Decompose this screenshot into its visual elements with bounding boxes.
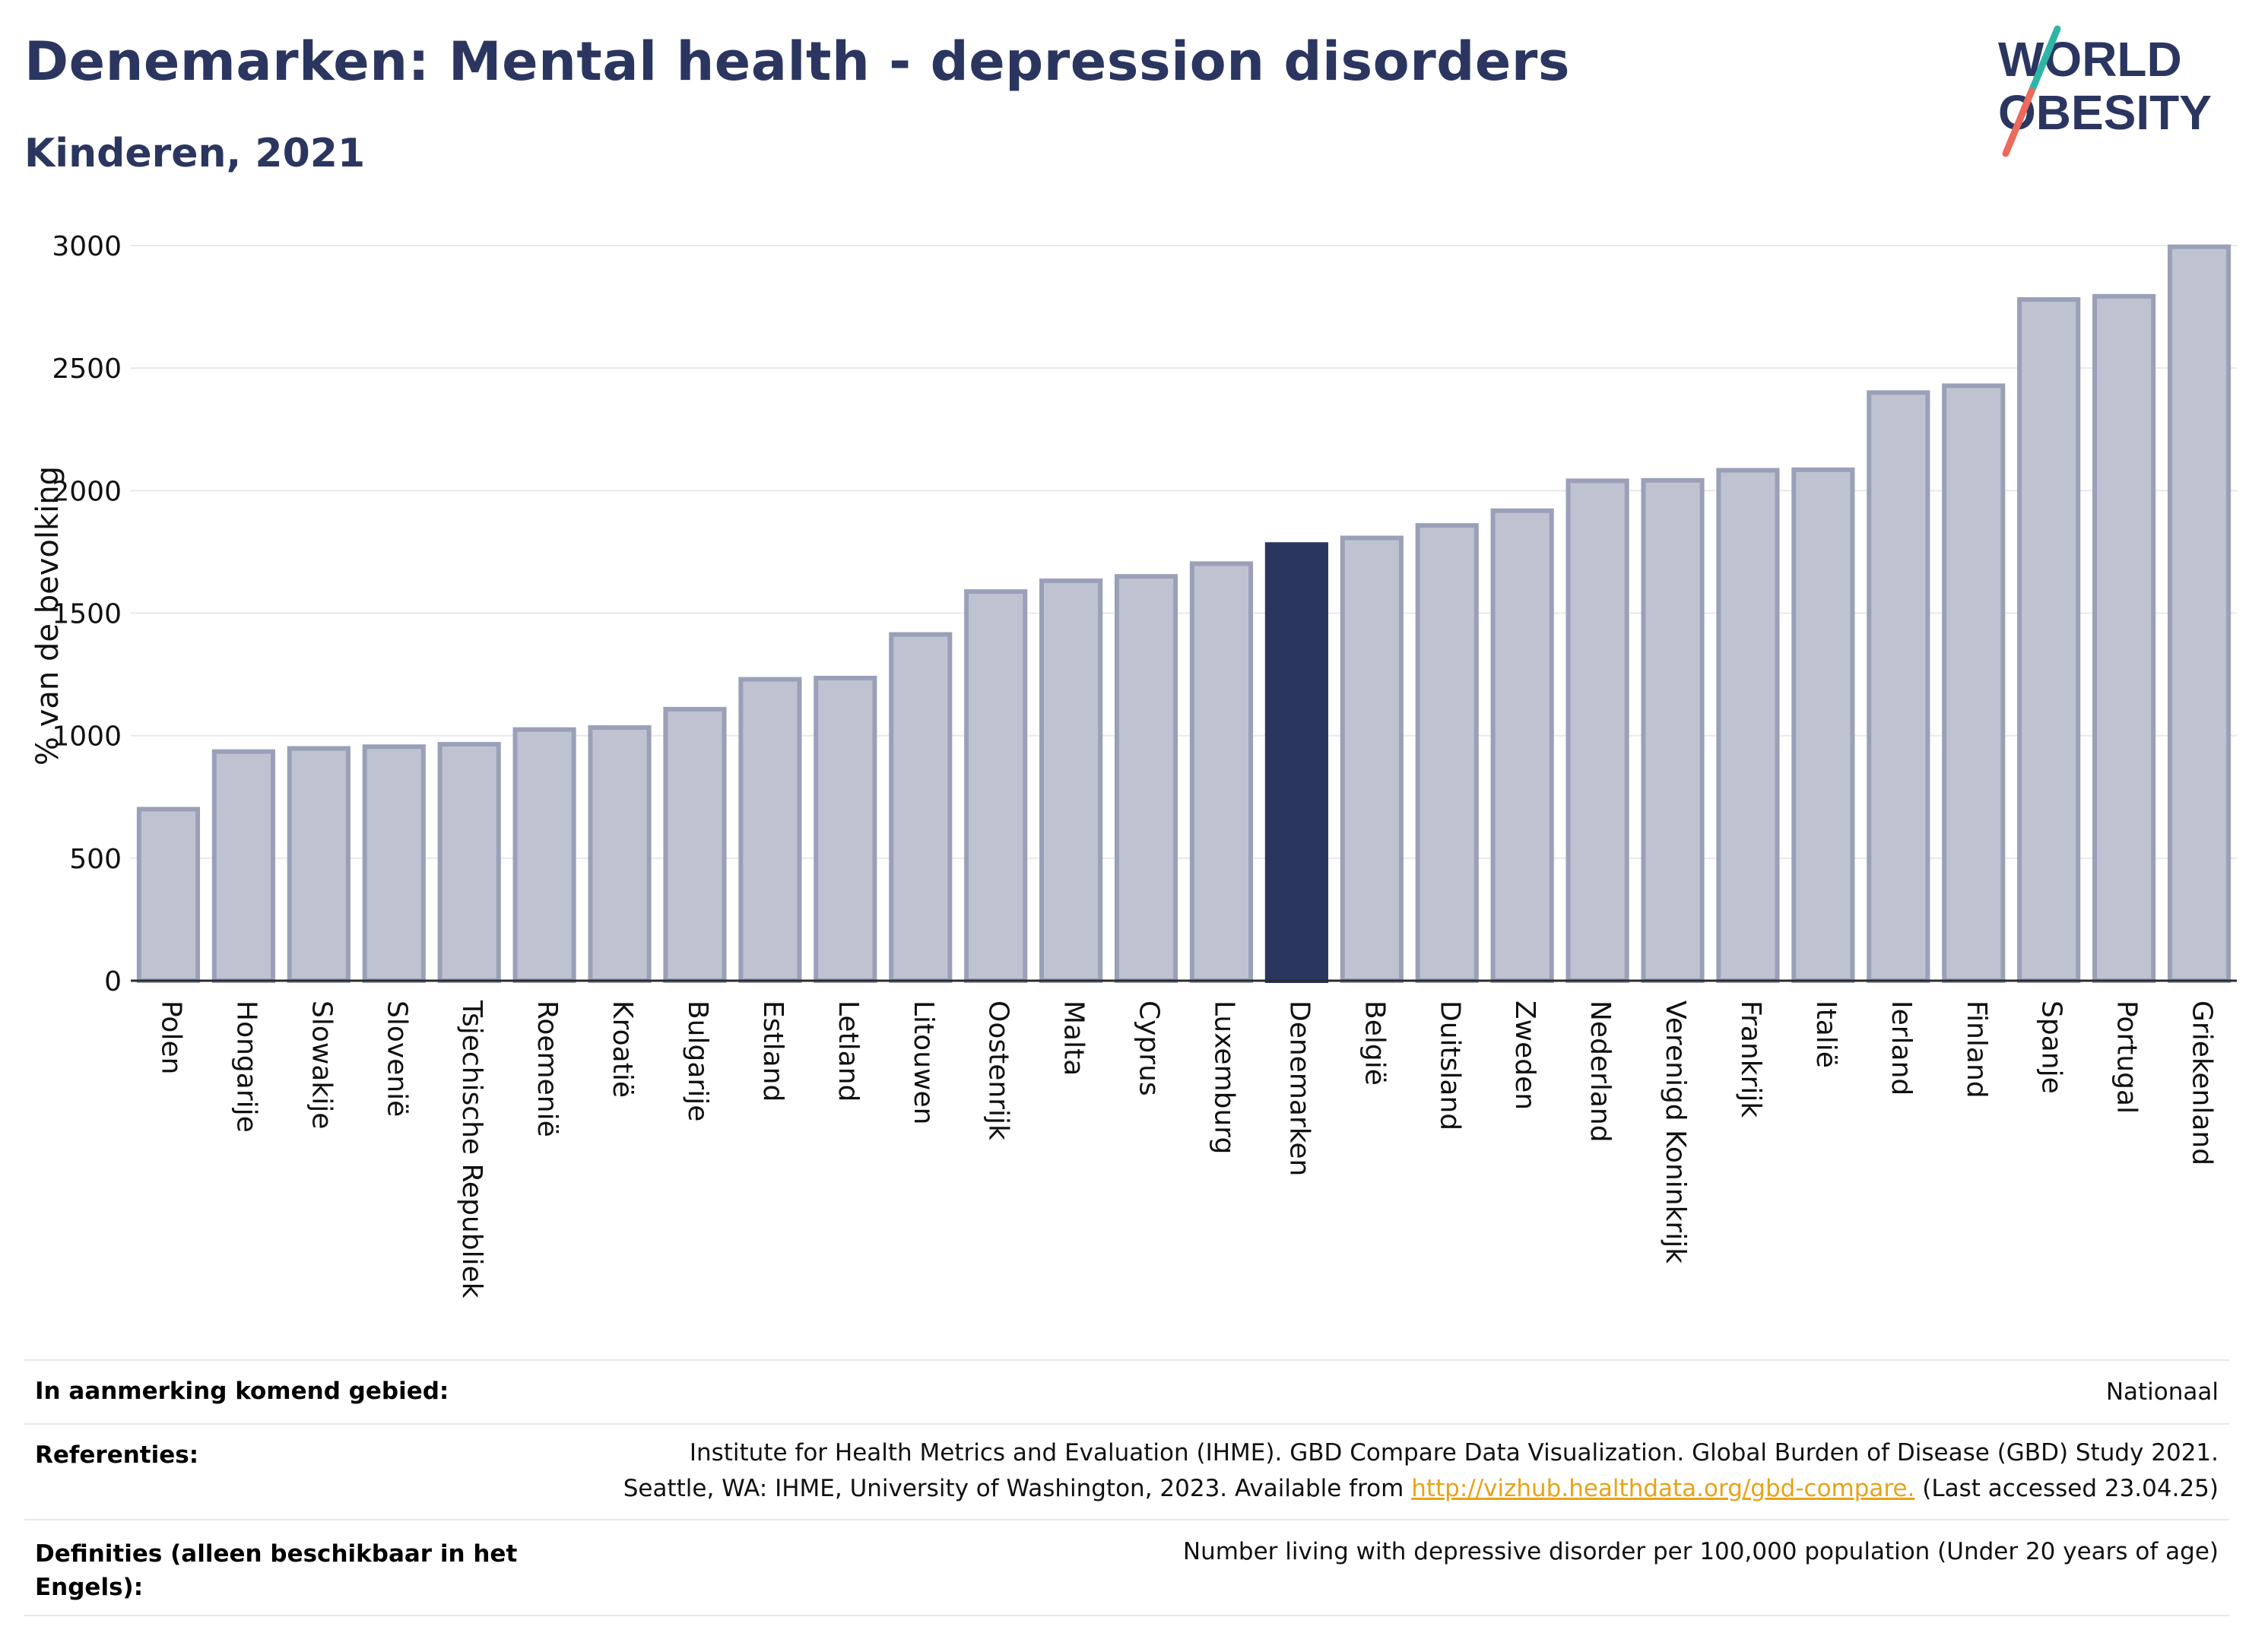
x-category-label: Roemenië <box>531 1000 563 1137</box>
x-category-label: Ierland <box>1886 1000 1917 1096</box>
x-category-label: Estland <box>757 1000 788 1102</box>
bar-nederland <box>1565 478 1629 983</box>
chart-subtitle: Kinderen, 2021 <box>24 131 366 176</box>
y-tick-label: 0 <box>104 966 122 997</box>
logo-slash-teal <box>2028 25 2061 95</box>
footer-key-definitions: Definities (alleen beschikbaar in het En… <box>35 1537 517 1604</box>
bar-kroatië <box>588 725 652 983</box>
x-category-label: Italië <box>1810 1000 1841 1068</box>
x-category-label: Slovenië <box>381 1000 412 1117</box>
y-axis-label: % van de bevolking <box>30 466 65 766</box>
bar-roemenië <box>512 727 576 983</box>
x-category-label: Slowakije <box>306 1000 337 1129</box>
x-category-label: Portugal <box>2111 1000 2143 1114</box>
x-category-label: Letland <box>833 1000 864 1102</box>
x-category-label: Duitsland <box>1434 1000 1465 1130</box>
x-category-label: Finland <box>1961 1000 1992 1099</box>
bar-duitsland <box>1415 523 1479 983</box>
x-category-label: Tsjechische Republiek <box>456 1000 487 1298</box>
x-category-label: Zweden <box>1509 1000 1540 1110</box>
bar-bulgarije <box>663 706 727 983</box>
bar-estland <box>738 677 802 984</box>
x-category-label: Spanje <box>2036 1000 2067 1094</box>
x-category-label: Frankrijk <box>1735 1000 1766 1118</box>
bar-cyprus <box>1114 574 1178 983</box>
definitions-key-line-2: Engels): <box>35 1574 144 1601</box>
reference-link[interactable]: http://vizhub.healthdata.org/gbd-compare… <box>1411 1475 1915 1502</box>
y-tick-label: 2500 <box>52 354 122 385</box>
x-category-label: Malta <box>1058 1000 1090 1076</box>
bar-griekenland <box>2167 244 2232 983</box>
x-category-label: Nederland <box>1584 1000 1616 1143</box>
x-category-label: Griekenland <box>2187 1000 2218 1165</box>
bar-finland <box>1942 383 2006 983</box>
footer-table: In aanmerking komend gebied: Nationaal R… <box>24 1359 2229 1616</box>
bar-slowakije <box>287 746 351 983</box>
x-category-label: Verenigd Koninkrijk <box>1660 1000 1691 1264</box>
footer-value-references: Institute for Health Metrics and Evaluat… <box>623 1435 2219 1507</box>
bar-italië <box>1791 467 1855 983</box>
bar-litouwen <box>889 632 953 984</box>
x-category-label: Luxemburg <box>1208 1000 1239 1154</box>
bar-denemarken <box>1264 542 1328 983</box>
x-category-label: België <box>1359 1000 1390 1086</box>
footer-key-references: Referenties: <box>35 1441 199 1469</box>
chart-title: Denemarken: Mental health - depression d… <box>24 30 1571 93</box>
bar-spanje <box>2017 296 2081 983</box>
bar-zweden <box>1490 508 1554 983</box>
world-obesity-logo: WORLD OBESITY <box>1998 25 2212 157</box>
footer-key-area: In aanmerking komend gebied: <box>35 1378 449 1405</box>
reference-line-2-text: Seattle, WA: IHME, University of Washing… <box>623 1475 1412 1502</box>
bar-frankrijk <box>1716 468 1780 983</box>
y-tick-label: 2000 <box>52 476 122 507</box>
bar-belgië <box>1340 535 1404 983</box>
x-category-label: Kroatië <box>607 1000 638 1098</box>
logo-text-world: WORLD <box>1998 32 2182 87</box>
x-category-label: Oostenrijk <box>983 1000 1014 1140</box>
footer-row-area: In aanmerking komend gebied: Nationaal <box>24 1359 2229 1423</box>
footer-value-definitions: Number living with depressive disorder p… <box>1182 1538 2219 1565</box>
y-axis-ticks: 0 500 1000 1500 2000 2500 3000 <box>52 231 122 997</box>
bar-luxemburg <box>1189 561 1254 983</box>
x-axis-labels: Polen Hongarije Slowakije Slovenië Tsjechisc… <box>155 1000 2217 1298</box>
bar-polen <box>136 807 201 984</box>
bar-ierland <box>1867 390 1930 983</box>
x-category-label: Denemarken <box>1283 1000 1315 1176</box>
reference-line-2: Seattle, WA: IHME, University of Washing… <box>623 1471 2219 1507</box>
x-category-label: Litouwen <box>908 1000 939 1124</box>
x-category-label: Hongarije <box>230 1000 262 1133</box>
footer-row-references: Referenties: Institute for Health Metric… <box>24 1423 2229 1519</box>
bar-malta <box>1039 578 1103 983</box>
bar-tsjechische-republiek <box>437 741 501 983</box>
footer-value-area: Nationaal <box>2105 1378 2219 1406</box>
bar-verenigd-koninkrijk <box>1641 477 1705 983</box>
y-tick-label: 1000 <box>52 721 122 753</box>
x-category-label: Bulgarije <box>682 1000 713 1121</box>
logo-slash-coral <box>2002 87 2035 157</box>
y-tick-label: 1500 <box>52 599 122 630</box>
bar-chart: 0 500 1000 1500 2000 2500 3000 Polen Hongarije S… <box>30 231 2237 1298</box>
reference-line-1: Institute for Health Metrics and Evaluat… <box>689 1439 2219 1467</box>
bars <box>136 244 2232 984</box>
y-tick-label: 500 <box>69 844 122 875</box>
x-category-label: Cyprus <box>1134 1000 1165 1096</box>
bar-slovenië <box>362 744 426 984</box>
footer-row-definitions: Definities (alleen beschikbaar in het En… <box>24 1519 2229 1616</box>
x-category-label: Polen <box>155 1000 186 1074</box>
definitions-key-line-1: Definities (alleen beschikbaar in het <box>35 1540 518 1568</box>
bar-hongarije <box>211 749 275 983</box>
reference-last-accessed: (Last accessed 23.04.25) <box>1914 1475 2219 1502</box>
bar-letland <box>814 675 877 983</box>
bar-portugal <box>2092 293 2156 983</box>
bar-oostenrijk <box>964 589 1028 983</box>
y-tick-label: 3000 <box>52 231 122 262</box>
